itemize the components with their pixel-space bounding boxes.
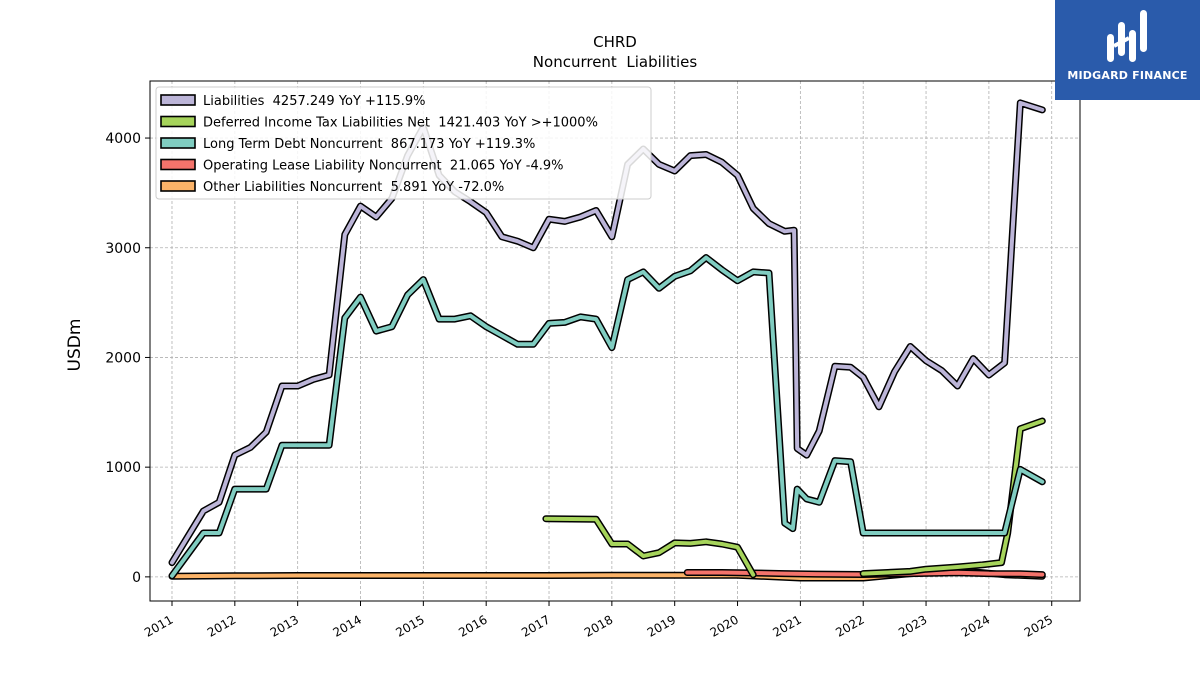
series-1-b-stroke [861,419,1045,576]
x-tick-label: 2024 [959,612,992,639]
plot-frame [149,80,1081,602]
series-2-outline [168,254,1046,580]
legend-item: Operating Lease Liability Noncurrent 21.… [160,158,564,174]
x-tick-label: 2017 [519,612,552,639]
legend-label: Long Term Debt Noncurrent 867.173 YoY +1… [203,137,535,152]
x-tick-label: 2016 [456,612,489,639]
series-2-line [168,254,1046,580]
legend-swatch [160,137,196,149]
legend-label: Other Liabilities Noncurrent 5.891 YoY -… [203,180,504,195]
x-tick-label: 2021 [770,612,803,639]
legend-item: Deferred Income Tax Liabilities Net 1421… [160,115,598,131]
legend-swatch [160,158,196,171]
legend-label: Liabilities 4257.249 YoY +115.9% [203,94,426,109]
x-tick-label: 2018 [582,612,615,639]
legend-label: Operating Lease Liability Noncurrent 21.… [203,159,564,174]
legend-item: Liabilities 4257.249 YoY +115.9% [160,94,426,109]
y-tick-label: 3000 [105,241,141,257]
x-tick-label: 2025 [1022,612,1055,639]
legend-swatch [160,94,196,106]
y-tick-label: 0 [132,570,141,586]
legend-item: Long Term Debt Noncurrent 867.173 YoY +1… [160,137,535,152]
x-tick-label: 2012 [205,612,238,639]
logo-text: MIDGARD FINANCE [1067,69,1188,82]
legend-swatch [160,115,196,128]
brand-logo: MIDGARD FINANCE [1055,0,1200,100]
y-tick-label: 4000 [105,131,141,147]
x-tick-label: 2019 [645,612,678,639]
x-tick-label: 2015 [393,612,426,639]
series-1-outline [542,515,757,579]
series-2-stroke [170,255,1045,578]
x-tick-label: 2023 [896,612,929,639]
legend: Liabilities 4257.249 YoY +115.9% Deferred… [155,86,652,200]
y-tick-label: 2000 [105,350,141,366]
x-tick-label: 2022 [833,612,866,639]
series-1-line [542,515,757,579]
legend-swatch [160,180,196,192]
legend-label: Deferred Income Tax Liabilities Net 1421… [203,116,598,131]
series-1-b-line [859,417,1046,578]
legend-item: Other Liabilities Noncurrent 5.891 YoY -… [160,180,504,195]
axis-ticks: 2011 2012 2013 2014 2015 2016 2017 2018 2019 2020… [105,131,1055,640]
midgard-logo-icon [1107,10,1147,62]
legend-box [155,86,652,200]
series-1-stroke [543,516,756,577]
y-axis-label: USDm [65,319,85,372]
chart-subtitle: Noncurrent Liabilities [533,53,698,71]
x-tick-label: 2020 [708,612,741,639]
chart-title: CHRD [593,33,637,51]
x-tick-label: 2014 [331,612,364,639]
y-tick-label: 1000 [105,460,141,476]
x-tick-label: 2011 [142,612,175,639]
x-tick-label: 2013 [268,612,301,639]
